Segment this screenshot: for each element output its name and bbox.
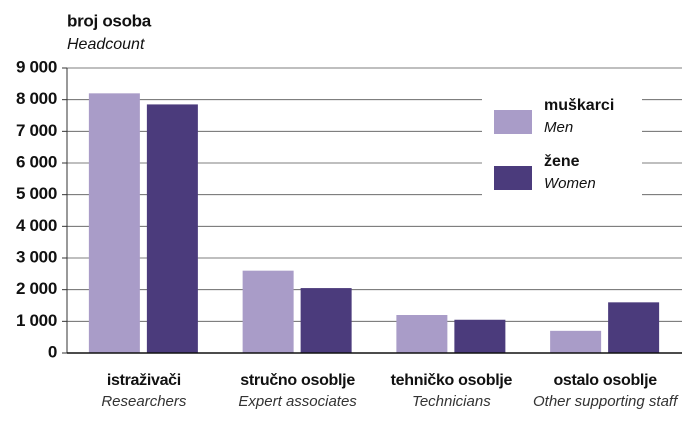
bar [550,330,602,353]
legend-swatch [494,166,532,190]
legend-swatch [494,110,532,134]
bar [146,104,198,354]
legend-label-en: Women [544,175,596,192]
x-tick-label-en: Technicians [412,393,491,410]
y-tick-label: 8 000 [16,89,57,108]
bar [88,93,140,353]
legend-label: žene [544,153,580,170]
chart-title: broj osoba [67,11,152,30]
bar [242,270,294,353]
chart-subtitle: Headcount [67,36,145,53]
x-tick-label-en: Expert associates [238,393,357,410]
x-tick-label: istraživači [106,372,181,389]
y-tick-label: 4 000 [16,216,57,235]
y-tick-label: 9 000 [16,57,57,76]
x-tick-label-en: Other supporting staff [533,393,678,410]
y-tick-label: 2 000 [16,279,57,298]
x-tick-label: tehničko osoblje [390,372,513,389]
legend-label-en: Men [544,119,573,136]
legend-label: muškarci [544,97,614,114]
y-tick-label: 0 [48,342,57,361]
bar [608,302,660,353]
x-tick-label-en: Researchers [101,393,187,410]
x-tick-label: ostalo osoblje [553,372,657,389]
y-tick-label: 6 000 [16,152,57,171]
bar [454,319,506,353]
y-tick-label: 1 000 [16,311,57,330]
bar [300,288,352,353]
y-tick-label: 7 000 [16,121,57,140]
y-tick-label: 5 000 [16,184,57,203]
x-tick-label: stručno osoblje [240,372,355,389]
y-tick-label: 3 000 [16,247,57,266]
bar [396,315,448,353]
